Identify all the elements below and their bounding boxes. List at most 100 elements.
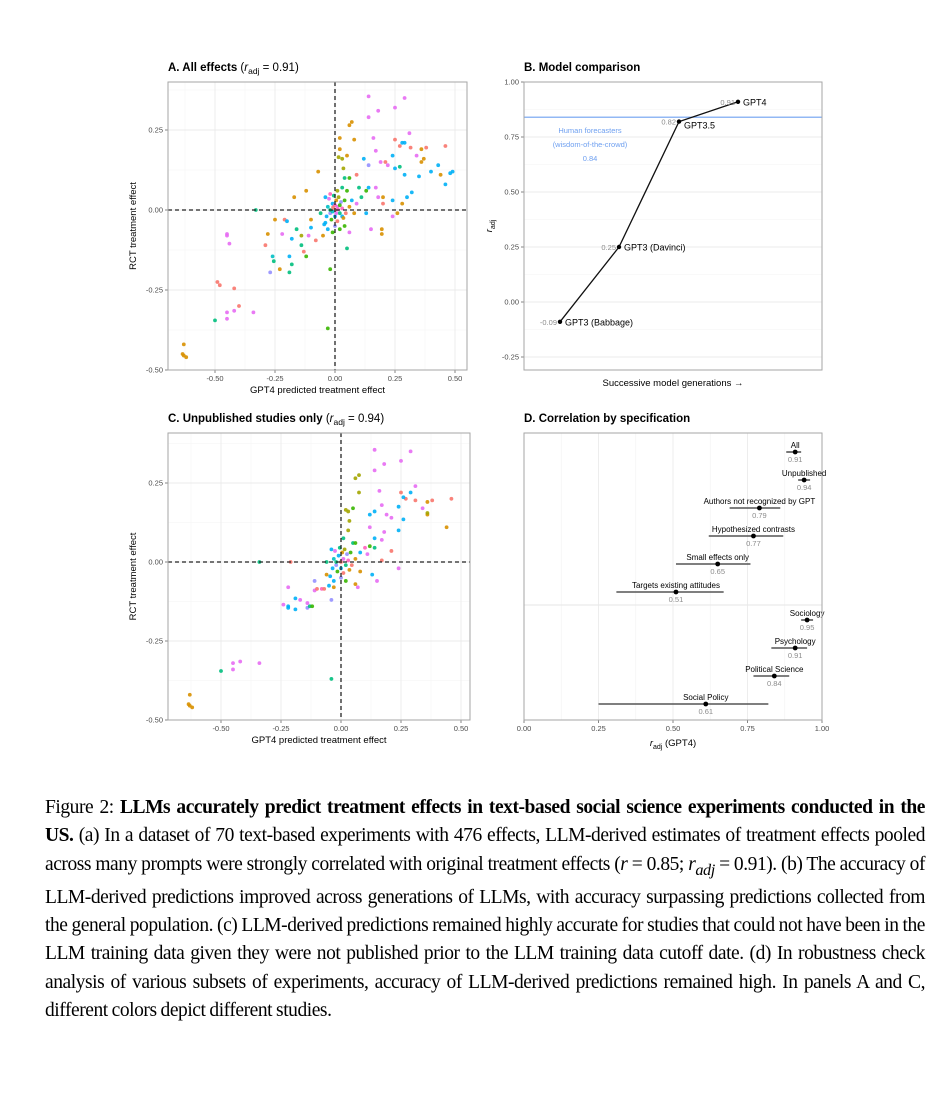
- data-point: [316, 169, 321, 174]
- data-point: [341, 536, 346, 541]
- data-point: [329, 217, 334, 222]
- data-point: [331, 585, 336, 590]
- data-point: [383, 160, 388, 164]
- panel-title-text: A. All effects: [168, 62, 237, 74]
- data-point: [421, 156, 426, 161]
- data-point: [367, 525, 372, 530]
- data-point: [321, 233, 325, 238]
- x-tick-label: 0.50: [454, 724, 469, 733]
- y-tick-label: 0.25: [148, 479, 163, 488]
- data-point: [408, 449, 413, 454]
- caption-text: ). (b) The accuracy of LLM-derived predi…: [45, 853, 925, 1021]
- data-point: [340, 156, 345, 161]
- data-point: [287, 254, 292, 259]
- specification-label: Political Science: [745, 665, 804, 674]
- y-tick-label: 0.00: [148, 206, 163, 215]
- caption-math-radj: r: [688, 853, 696, 875]
- model-value-label: 0.91: [720, 98, 735, 107]
- data-point: [390, 214, 395, 219]
- data-point: [420, 506, 425, 511]
- data-point: [342, 547, 347, 552]
- x-tick-label: 0.00: [328, 374, 343, 383]
- specification-value: 0.94: [797, 483, 812, 492]
- data-point: [309, 217, 313, 222]
- panel-title-rest: = 0.94): [345, 413, 384, 425]
- x-tick-label: 0.50: [666, 724, 681, 733]
- x-tick-label: 0.00: [517, 724, 532, 733]
- data-point: [289, 262, 294, 267]
- data-point: [310, 604, 315, 609]
- data-point: [358, 550, 363, 555]
- human-forecaster-label: 0.84: [583, 154, 598, 163]
- caption-bold-summary: LLMs accurately predict treatment effect…: [45, 797, 925, 847]
- data-point: [328, 574, 333, 579]
- data-point: [346, 558, 351, 563]
- data-point: [232, 286, 237, 291]
- panel-title: A. All effects (radj = 0.91): [168, 62, 299, 76]
- specification-label: Targets existing attitudes: [632, 581, 720, 590]
- data-point: [292, 195, 297, 200]
- specification-label: Sociology: [790, 609, 825, 618]
- data-point: [299, 233, 304, 238]
- data-point: [352, 137, 357, 142]
- y-axis-label-sub: adj: [490, 219, 497, 229]
- x-axis-label: GPT4 predicted treatment effect: [250, 385, 385, 396]
- data-point: [438, 172, 443, 177]
- data-point: [213, 318, 217, 323]
- caption-label: Figure 2:: [45, 797, 120, 818]
- data-point: [371, 136, 376, 140]
- panel-title: D. Correlation by specification: [524, 413, 690, 425]
- data-point: [413, 498, 418, 503]
- caption-math: = 0.91: [714, 853, 767, 875]
- data-point: [353, 541, 358, 545]
- data-point: [322, 222, 327, 227]
- data-point: [414, 153, 419, 158]
- data-point: [293, 607, 298, 612]
- data-point: [378, 160, 383, 164]
- data-point: [396, 504, 401, 509]
- y-tick-label: 0.75: [504, 133, 519, 142]
- data-point: [337, 227, 342, 232]
- estimate-point: [757, 505, 762, 511]
- data-point: [215, 280, 220, 284]
- data-point: [341, 571, 346, 575]
- model-value-label: -0.09: [540, 318, 557, 327]
- data-point: [366, 94, 371, 99]
- data-point: [372, 447, 377, 452]
- estimate-point: [801, 477, 807, 483]
- data-point: [424, 145, 429, 150]
- data-point: [425, 500, 430, 504]
- data-point: [268, 270, 273, 275]
- data-point: [271, 259, 276, 264]
- x-tick-label: -0.50: [212, 724, 229, 733]
- panel-title-text: D. Correlation by specification: [524, 413, 690, 425]
- caption-math-r: r: [620, 853, 628, 875]
- panel-title: B. Model comparison: [524, 62, 640, 74]
- data-point: [400, 201, 405, 206]
- x-axis-label: GPT4 predicted treatment effect: [251, 735, 386, 746]
- data-point: [413, 484, 418, 489]
- data-point: [376, 195, 381, 200]
- data-point: [286, 605, 291, 610]
- data-point: [257, 661, 262, 666]
- data-point: [336, 195, 341, 200]
- data-point: [331, 579, 336, 583]
- data-point: [376, 108, 381, 113]
- data-point: [346, 528, 351, 533]
- data-point: [381, 195, 385, 200]
- panel-c-scatter: -0.50 -0.25 0.00 0.25 0.50 -0.50 -0.25 0.00 0.25…: [128, 413, 471, 746]
- data-point: [349, 563, 354, 568]
- data-point: [331, 205, 335, 210]
- data-point: [348, 550, 353, 555]
- data-point: [367, 544, 372, 549]
- y-tick-label: 0.00: [148, 558, 163, 567]
- data-point: [379, 232, 384, 236]
- data-point: [309, 225, 313, 230]
- data-point: [329, 677, 334, 681]
- data-point: [353, 476, 358, 481]
- data-point: [238, 659, 243, 664]
- data-point: [390, 198, 395, 203]
- data-point: [331, 556, 336, 561]
- data-point: [359, 195, 364, 200]
- data-point: [231, 661, 235, 666]
